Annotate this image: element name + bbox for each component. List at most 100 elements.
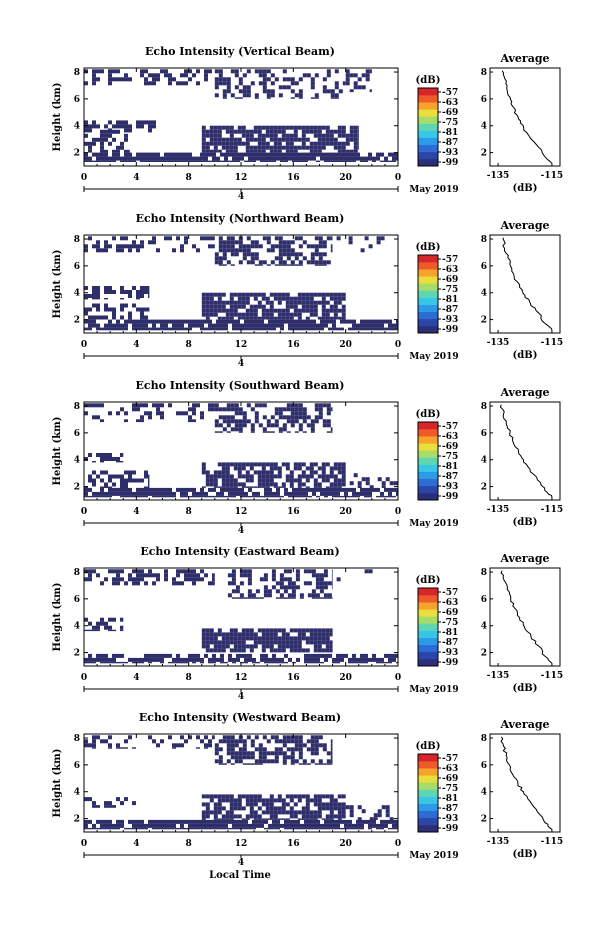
echo-cell	[247, 593, 252, 598]
echo-cell	[180, 495, 184, 498]
echo-cell	[266, 264, 271, 266]
echo-cell	[314, 403, 319, 408]
echo-cell	[257, 818, 262, 820]
echo-cell	[112, 236, 116, 241]
echo-cell	[221, 300, 226, 305]
x-tick-label: 4	[133, 839, 139, 849]
colorbar-tick-label: -75	[442, 452, 458, 462]
echo-cell	[326, 260, 331, 265]
echo-cell	[188, 495, 192, 498]
echo-cell	[229, 640, 234, 645]
echo-cell	[205, 308, 210, 313]
echo-cell	[208, 152, 212, 157]
echo-cell	[254, 415, 259, 420]
echo-cell	[152, 823, 156, 828]
echo-cell	[120, 141, 124, 146]
echo-cell	[92, 141, 96, 146]
echo-cell	[233, 478, 238, 483]
colorbar-frame	[417, 421, 439, 501]
echo-cell	[212, 244, 215, 249]
echo-cell	[281, 482, 286, 487]
colorbar-tick-label: -93	[442, 648, 458, 658]
echo-cell	[164, 577, 168, 582]
echo-cell	[229, 648, 234, 653]
echo-cell	[353, 473, 358, 478]
echo-cell	[88, 315, 92, 320]
echo-cell	[132, 823, 136, 828]
echo-cell	[364, 491, 368, 496]
echo-cell	[396, 323, 398, 328]
echo-cell	[209, 137, 214, 142]
echo-cell	[281, 308, 286, 313]
echo-cell	[140, 294, 144, 298]
echo-cell	[304, 323, 308, 328]
echo-cell	[263, 577, 268, 582]
echo-cell	[168, 827, 172, 830]
echo-cell	[160, 653, 164, 658]
echo-cell	[124, 487, 128, 492]
echo-cell	[84, 457, 88, 461]
echo-cell	[332, 491, 336, 496]
echo-cell	[310, 427, 315, 432]
echo-cell	[325, 300, 330, 305]
echo-cell	[312, 657, 316, 662]
echo-cell	[221, 798, 226, 803]
echo-cell	[250, 252, 255, 257]
echo-cell	[213, 810, 218, 815]
echo-cell	[148, 478, 150, 483]
echo-cell	[192, 495, 196, 498]
echo-cell	[84, 128, 88, 133]
echo-cell	[310, 419, 315, 424]
echo-cell	[377, 809, 382, 814]
echo-cell	[273, 814, 278, 819]
echo-cell	[341, 810, 346, 815]
echo-cell	[372, 819, 376, 824]
echo-cell	[180, 819, 184, 824]
echo-cell	[278, 248, 283, 253]
echo-cell	[360, 323, 364, 328]
echo-cell	[292, 827, 296, 830]
echo-cell	[293, 300, 298, 305]
echo-cell	[313, 648, 318, 653]
echo-cell	[396, 491, 398, 496]
echo-cell	[124, 491, 128, 496]
echo-cell	[230, 735, 235, 740]
echo-cell	[208, 823, 212, 828]
echo-cell	[341, 304, 346, 309]
echo-cell	[332, 819, 336, 824]
echo-cell	[128, 573, 132, 578]
echo-cell	[172, 160, 176, 162]
echo-cell	[300, 491, 304, 496]
echo-cell	[136, 581, 140, 586]
date-label: May 2019	[409, 352, 458, 362]
echo-cell	[84, 244, 88, 249]
echo-cell	[92, 244, 96, 249]
x-tick-label: 0	[81, 839, 87, 849]
average-y-tick-label: 2	[481, 316, 487, 326]
x-tick-label: 0	[395, 340, 401, 350]
echo-cell	[316, 827, 320, 830]
echo-cell	[96, 137, 100, 142]
echo-cell	[242, 747, 247, 752]
echo-cell	[314, 407, 319, 412]
echo-cell	[104, 160, 108, 162]
echo-cell	[120, 461, 124, 463]
echo-cell	[301, 129, 306, 134]
echo-cell	[100, 453, 104, 457]
echo-cell	[356, 657, 360, 662]
echo-cell	[325, 628, 330, 633]
echo-cell	[293, 628, 298, 633]
echo-cell	[188, 415, 192, 420]
echo-cell	[237, 482, 242, 487]
echo-cell	[237, 462, 242, 467]
echo-cell	[238, 423, 243, 428]
echo-cell	[92, 298, 96, 300]
echo-cell	[330, 244, 333, 249]
echo-cell	[136, 478, 140, 483]
echo-cell	[104, 133, 108, 138]
colorbar-segment	[418, 789, 438, 797]
echo-cell	[208, 327, 212, 331]
echo-cell	[392, 152, 396, 157]
echo-cell	[297, 145, 302, 150]
echo-cell	[176, 573, 180, 578]
